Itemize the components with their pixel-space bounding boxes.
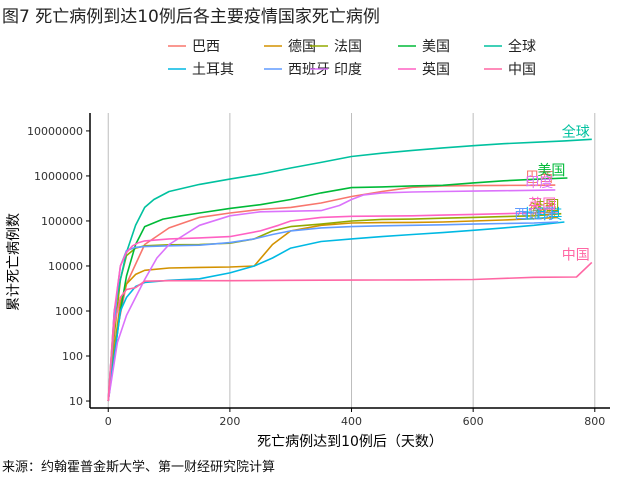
- y-tick-label: 10000000: [27, 125, 83, 138]
- series-line-6: [107, 221, 559, 402]
- end-label-1: 德国: [528, 202, 556, 218]
- legend-item-8: 英国: [398, 61, 450, 78]
- x-tick-label: 400: [341, 415, 362, 428]
- legend-label-0: 巴西: [192, 39, 220, 55]
- series-line-2: [107, 212, 562, 402]
- end-label-7: 印度: [525, 175, 553, 191]
- end-label-4: 全球: [562, 123, 590, 140]
- end-label-6: 西班牙: [514, 207, 556, 223]
- y-tick-label: 10000: [48, 260, 83, 273]
- x-tick-label: 0: [105, 415, 112, 428]
- legend-item-5: 土耳其: [168, 62, 234, 78]
- series-line-9: [107, 261, 593, 402]
- axes: 0 200 400 600 800 10 100 1000 10000 100000 1000000…: [27, 113, 610, 428]
- series-line-1: [107, 216, 559, 402]
- end-label-3: 美国: [537, 163, 565, 179]
- end-label-9: 中国: [562, 247, 590, 263]
- series-line-5: [107, 221, 565, 402]
- figure-title: 图7 死亡病例到达10例后各主要疫情国家死亡病例: [2, 7, 380, 27]
- y-axis-title: 累计死亡病例数: [6, 213, 22, 311]
- y-tick-label: 100000: [41, 215, 83, 228]
- legend-label-7: 印度: [334, 62, 362, 78]
- grid-lines: [107, 113, 596, 408]
- legend-label-6: 西班牙: [288, 62, 330, 78]
- end-label-2: 法国: [531, 199, 559, 215]
- legend-label-5: 土耳其: [192, 62, 234, 78]
- series-lines: [107, 138, 593, 402]
- legend-item-4: 全球: [484, 38, 536, 55]
- legend-item-7: 印度: [310, 62, 362, 78]
- legend-item-0: 巴西: [168, 39, 220, 55]
- legend-item-3: 美国: [398, 39, 450, 55]
- legend-label-3: 美国: [422, 39, 450, 55]
- legend-item-1: 德国: [264, 39, 316, 55]
- x-tick-label: 800: [584, 415, 605, 428]
- end-label-0: 巴西: [525, 170, 553, 186]
- y-tick-label: 100: [62, 350, 83, 363]
- legend-item-9: 中国: [484, 62, 536, 78]
- legend-item-2: 法国: [310, 39, 362, 55]
- series-line-8: [107, 211, 559, 402]
- series-line-3: [107, 177, 568, 402]
- legend-label-8: 英国: [422, 61, 450, 78]
- y-tick-label: 1000000: [34, 170, 83, 183]
- end-label-5: 土耳其: [520, 207, 562, 223]
- legend-item-6: 西班牙: [264, 62, 330, 78]
- legend-label-4: 全球: [508, 38, 536, 55]
- legend-label-1: 德国: [288, 39, 316, 55]
- y-tick-label: 10: [69, 395, 83, 408]
- x-tick-label: 200: [219, 415, 240, 428]
- x-tick-label: 600: [463, 415, 484, 428]
- end-label-8: 英国: [528, 196, 556, 213]
- y-tick-label: 1000: [55, 305, 83, 318]
- x-axis-title: 死亡病例达到10例后（天数）: [257, 434, 443, 450]
- legend-label-2: 法国: [334, 39, 362, 55]
- series-line-4: [107, 138, 592, 402]
- source-note: 来源：约翰霍普金斯大学、第一财经研究院计算: [2, 460, 276, 475]
- legend-label-9: 中国: [508, 62, 536, 78]
- series-line-0: [107, 184, 556, 402]
- series-line-7: [107, 189, 556, 402]
